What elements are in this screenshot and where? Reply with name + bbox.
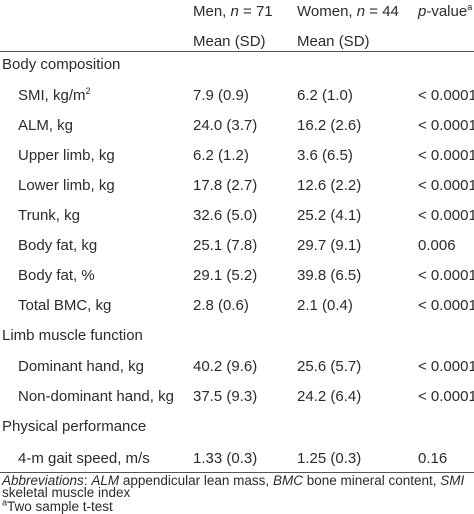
women-value: 2.1 (0.4) — [297, 297, 353, 314]
table-row: Non-dominant hand, kg 37.5 (9.3) 24.2 (6… — [0, 388, 474, 418]
section-heading-physical-performance: Physical performance — [2, 418, 147, 435]
men-value: 1.33 (0.3) — [193, 450, 258, 467]
men-value: 25.1 (7.8) — [193, 237, 258, 254]
section-heading-body-composition: Body composition — [2, 56, 121, 73]
table-row: Body fat, % 29.1 (5.2) 39.8 (6.5) < 0.00… — [0, 267, 474, 297]
row-label: Non-dominant hand, kg — [18, 388, 174, 405]
section-row: Physical performance — [0, 418, 474, 448]
p-value: < 0.0001 — [418, 358, 474, 375]
women-value: 16.2 (2.6) — [297, 117, 362, 134]
women-value: 6.2 (1.0) — [297, 87, 353, 104]
men-value: 6.2 (1.2) — [193, 147, 249, 164]
row-label: Total BMC, kg — [18, 297, 112, 314]
row-label: Trunk, kg — [18, 207, 80, 224]
men-value: 17.8 (2.7) — [193, 177, 258, 194]
men-value: 24.0 (3.7) — [193, 117, 258, 134]
table-row: Total BMC, kg 2.8 (0.6) 2.1 (0.4) < 0.00… — [0, 297, 474, 327]
section-row: Limb muscle function — [0, 327, 474, 357]
abbreviations-footnote-cont: skeletal muscle index — [2, 485, 131, 500]
header-row-1: Men, n = 71 Women, n = 44 p-valuea — [0, 3, 474, 33]
women-value: 39.8 (6.5) — [297, 267, 362, 284]
women-value: 3.6 (6.5) — [297, 147, 353, 164]
section-row: Body composition — [0, 56, 474, 86]
row-label: Dominant hand, kg — [18, 358, 144, 375]
section-heading-limb-muscle-function: Limb muscle function — [2, 327, 143, 344]
women-value: 12.6 (2.2) — [297, 177, 362, 194]
men-value: 7.9 (0.9) — [193, 87, 249, 104]
men-value: 40.2 (9.6) — [193, 358, 258, 375]
women-subheader: Mean (SD) — [297, 33, 370, 50]
test-footnote: aTwo sample t-test — [2, 497, 113, 514]
row-label: Upper limb, kg — [18, 147, 115, 164]
men-value: 29.1 (5.2) — [193, 267, 258, 284]
table-row: Dominant hand, kg 40.2 (9.6) 25.6 (5.7) … — [0, 358, 474, 388]
table-row: ALM, kg 24.0 (3.7) 16.2 (2.6) < 0.0001 — [0, 117, 474, 147]
row-label: Body fat, kg — [18, 237, 98, 254]
p-value: < 0.0001 — [418, 388, 474, 405]
p-value: < 0.0001 — [418, 87, 474, 104]
table-row: Body fat, kg 25.1 (7.8) 29.7 (9.1) 0.006 — [0, 237, 474, 267]
row-label: 4-m gait speed, m/s — [18, 450, 150, 467]
p-value: < 0.0001 — [418, 297, 474, 314]
p-value: < 0.0001 — [418, 267, 474, 284]
table-bottom-rule — [0, 472, 474, 473]
p-value: < 0.0001 — [418, 207, 474, 224]
table-row: Trunk, kg 32.6 (5.0) 25.2 (4.1) < 0.0001 — [0, 207, 474, 237]
men-header: Men, n = 71 — [193, 3, 273, 20]
header-divider — [0, 51, 474, 52]
men-value: 32.6 (5.0) — [193, 207, 258, 224]
women-value: 1.25 (0.3) — [297, 450, 362, 467]
women-value: 25.2 (4.1) — [297, 207, 362, 224]
p-value: < 0.0001 — [418, 177, 474, 194]
p-value: < 0.0001 — [418, 117, 474, 134]
abbreviations-footnote: Abbreviations: ALM appendicular lean mas… — [2, 473, 465, 488]
men-value: 37.5 (9.3) — [193, 388, 258, 405]
row-label: Lower limb, kg — [18, 177, 115, 194]
p-value: 0.006 — [418, 237, 456, 254]
table-row: 4-m gait speed, m/s 1.33 (0.3) 1.25 (0.3… — [0, 450, 474, 480]
p-value: 0.16 — [418, 450, 448, 467]
row-label: SMI, kg/m2 — [18, 86, 91, 105]
women-value: 24.2 (6.4) — [297, 388, 362, 405]
women-value: 29.7 (9.1) — [297, 237, 362, 254]
women-value: 25.6 (5.7) — [297, 358, 362, 375]
p-value-header: p-valuea — [418, 2, 473, 21]
table-row: Lower limb, kg 17.8 (2.7) 12.6 (2.2) < 0… — [0, 177, 474, 207]
header-row-2: Mean (SD) Mean (SD) — [0, 33, 474, 63]
table-row: Upper limb, kg 6.2 (1.2) 3.6 (6.5) < 0.0… — [0, 147, 474, 177]
men-value: 2.8 (0.6) — [193, 297, 249, 314]
women-header: Women, n = 44 — [297, 3, 399, 20]
men-subheader: Mean (SD) — [193, 33, 266, 50]
row-label: ALM, kg — [18, 117, 74, 134]
table-row: SMI, kg/m2 7.9 (0.9) 6.2 (1.0) < 0.0001 — [0, 87, 474, 117]
row-label: Body fat, % — [18, 267, 95, 284]
p-value: < 0.0001 — [418, 147, 474, 164]
